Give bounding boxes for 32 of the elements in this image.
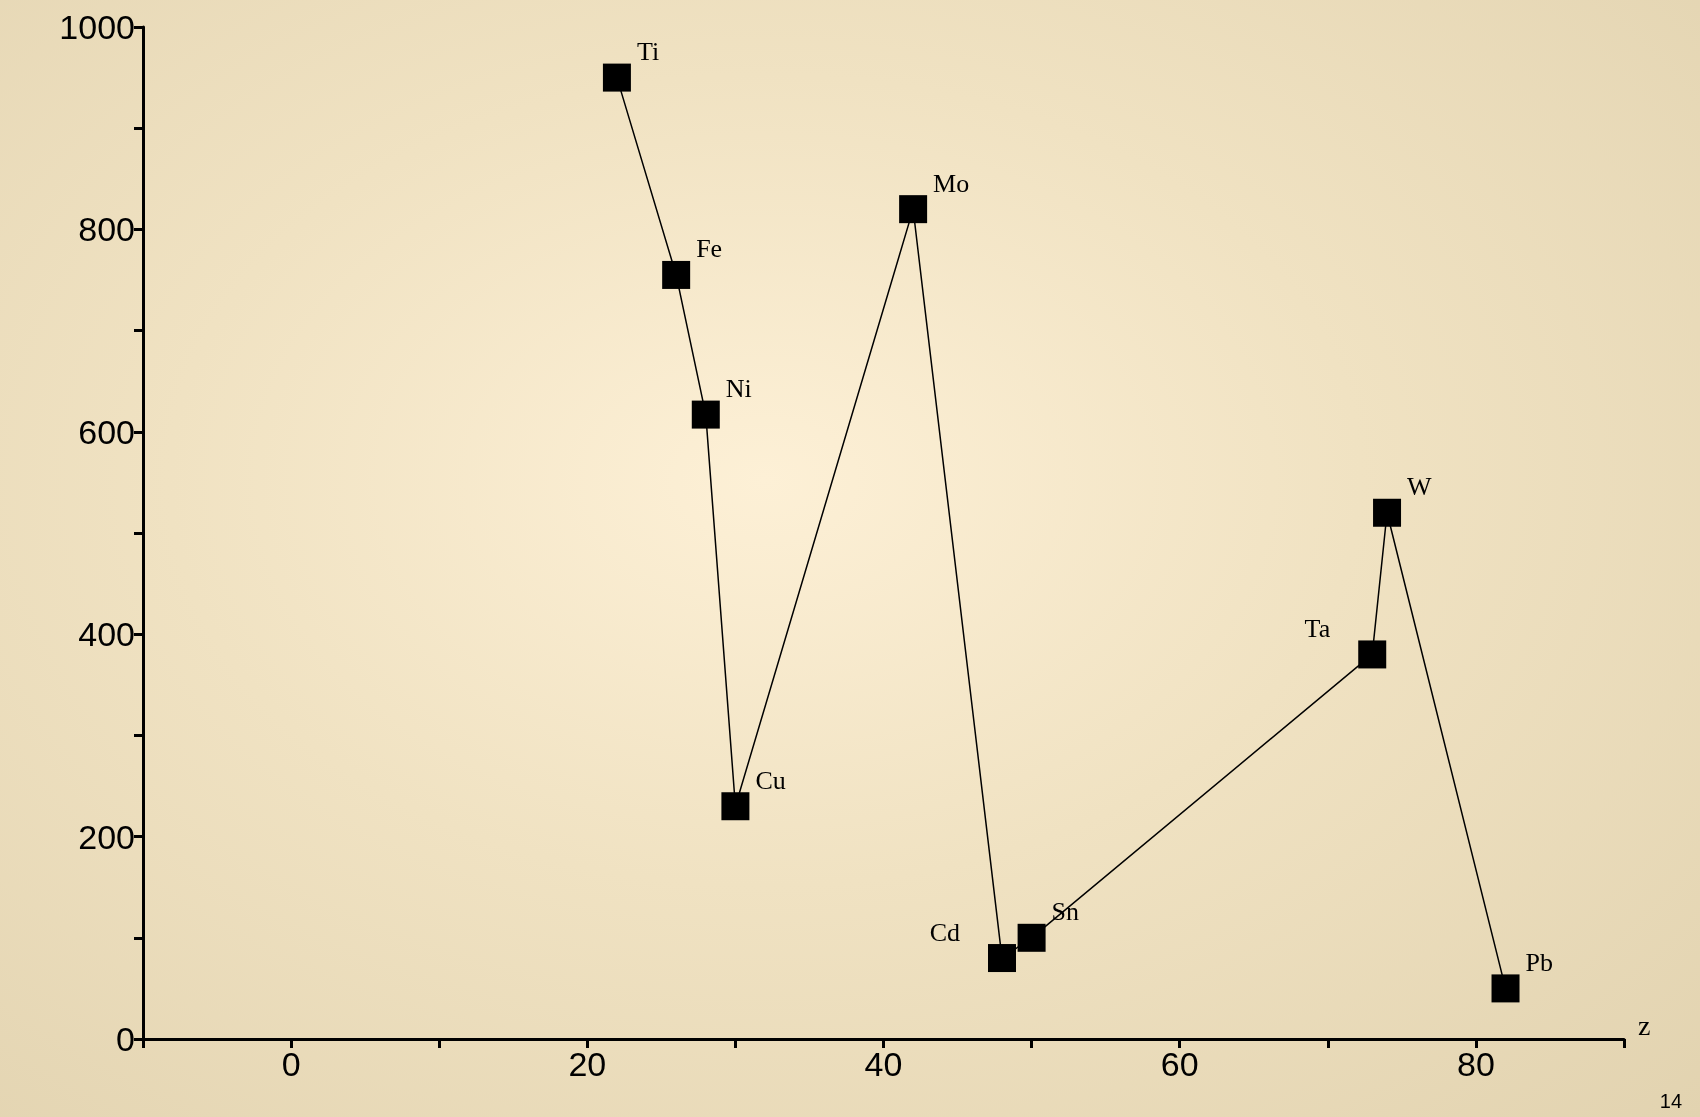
x-tick-label: 80 — [1456, 1045, 1495, 1083]
point — [987, 944, 1016, 973]
point — [691, 400, 720, 429]
annotation: Ni — [725, 374, 752, 404]
point — [1358, 640, 1387, 669]
annotation: Cu — [755, 765, 786, 795]
point — [721, 792, 750, 821]
annotation: W — [1407, 472, 1433, 502]
x-tick-label: 0 — [281, 1045, 301, 1083]
x-tick-label: 40 — [864, 1045, 903, 1083]
annotation: Mo — [933, 168, 970, 198]
annotation: Cd — [929, 917, 960, 947]
y-tick-label: 200 — [78, 817, 135, 856]
annotation: Ta — [1304, 613, 1331, 643]
point — [1373, 498, 1402, 527]
y-tick-label: 0 — [116, 1020, 135, 1058]
point — [1017, 923, 1046, 952]
x-tick-label: 60 — [1160, 1045, 1199, 1083]
y-tick-label: 600 — [78, 412, 135, 451]
point — [1491, 974, 1520, 1003]
annotation: Pb — [1525, 947, 1553, 977]
text: 14 — [1659, 1090, 1682, 1112]
point — [602, 63, 631, 92]
y-tick-label: 400 — [78, 615, 135, 654]
y-tick-label: 1000 — [59, 8, 135, 46]
x-tick-label: 20 — [568, 1045, 607, 1083]
point — [662, 260, 691, 289]
annotation: Ti — [636, 37, 660, 67]
x-axis-title: z — [1638, 1009, 1651, 1041]
y-tick-label: 800 — [78, 210, 135, 249]
point — [899, 195, 928, 224]
annotation: Fe — [696, 234, 723, 264]
